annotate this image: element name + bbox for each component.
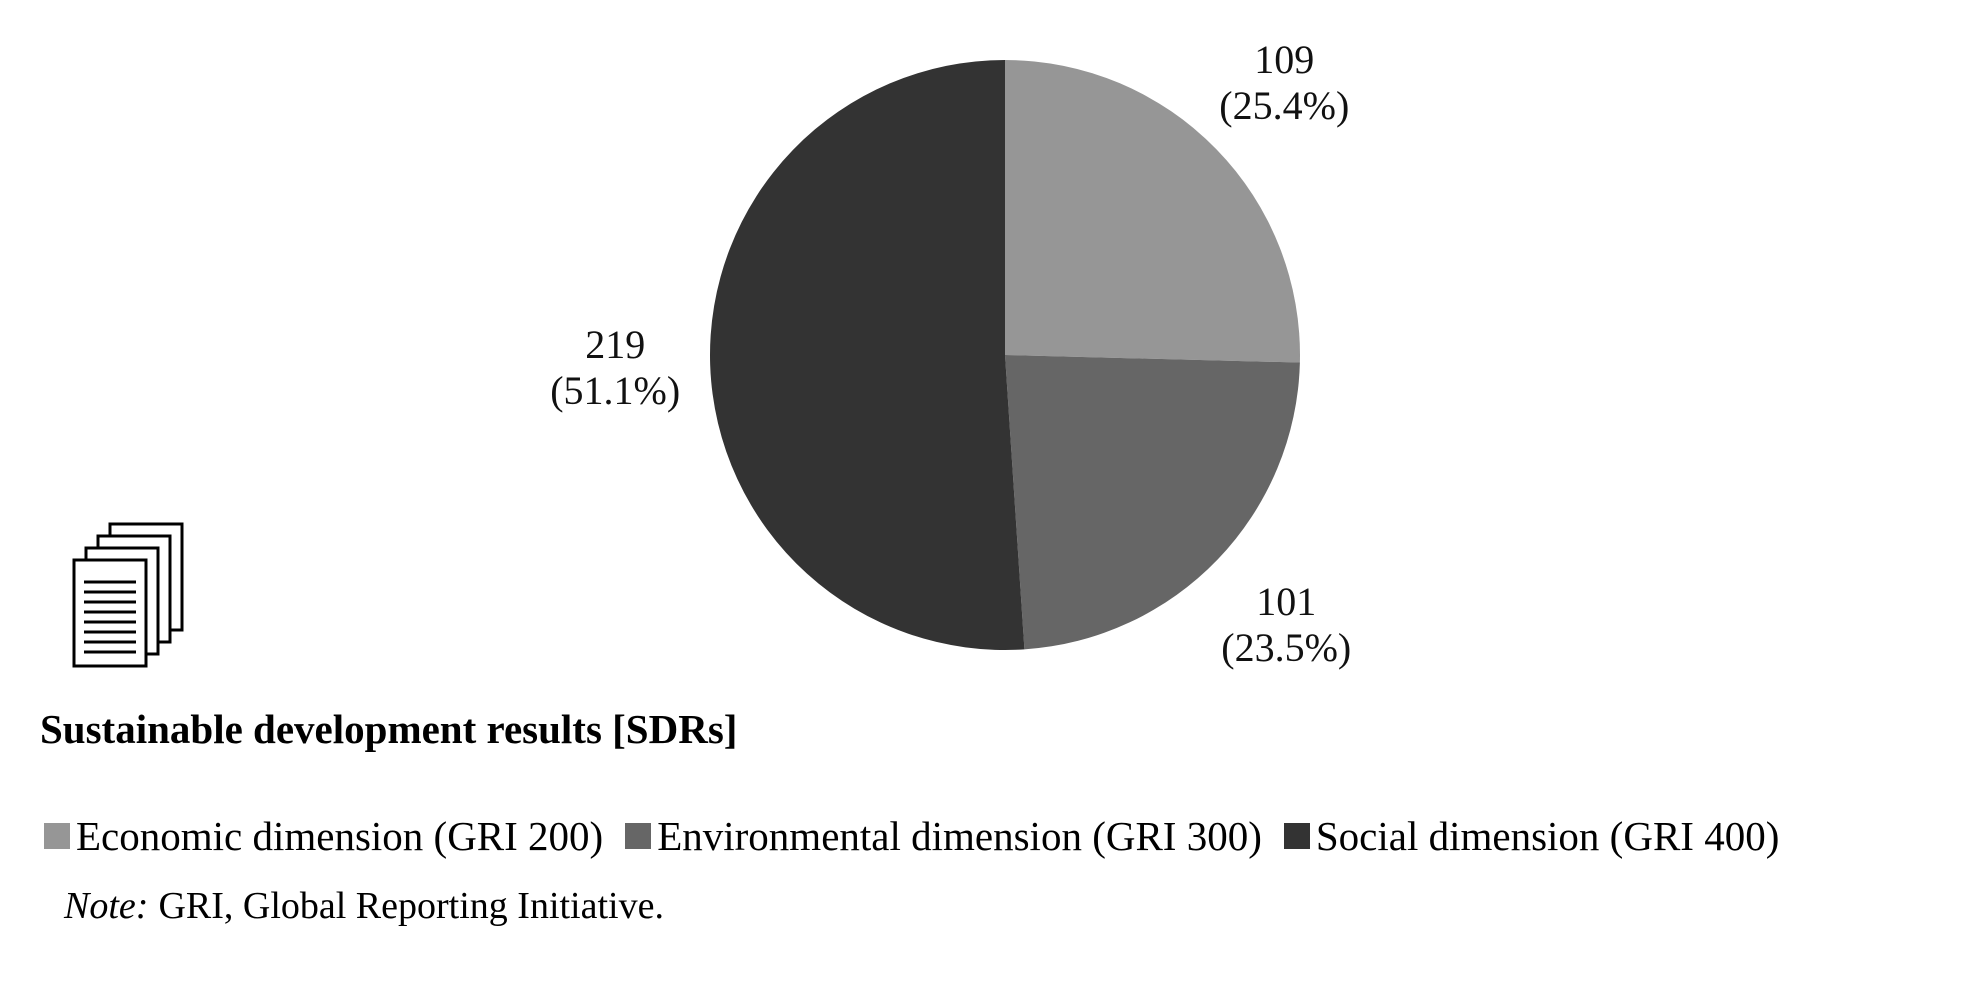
legend-label-environmental: Environmental dimension (GRI 300) [657, 813, 1262, 859]
chart-legend: Economic dimension (GRI 200) Environment… [44, 812, 1779, 860]
slice-percent-label-economic: (25.4%) [1219, 83, 1349, 128]
pie-slices [709, 60, 1300, 650]
note-label: Note: [64, 885, 149, 927]
legend-swatch-economic [44, 823, 70, 849]
legend-swatch-social [1283, 823, 1310, 849]
legend-label-social: Social dimension (GRI 400) [1315, 813, 1780, 859]
pie-slice-economic [1005, 60, 1300, 363]
legend-item-social: Social dimension (GRI 400) [1283, 812, 1780, 860]
pie-slice-social [709, 60, 1025, 650]
slice-value-label-environmental: 101 [1256, 579, 1316, 624]
slice-value-label-social: 219 [585, 322, 645, 367]
pie-slice-environmental [1005, 355, 1300, 650]
pie-chart: 109(25.4%) 101(23.5%) 219(51.1%) [550, 37, 1351, 670]
slice-percent-label-environmental: (23.5%) [1221, 625, 1351, 670]
legend-item-environmental: Environmental dimension (GRI 300) [625, 812, 1262, 860]
legend-label-economic: Economic dimension (GRI 200) [76, 813, 604, 859]
legend-item-economic: Economic dimension (GRI 200) [44, 812, 603, 860]
slice-percent-label-social: (51.1%) [550, 368, 680, 413]
pie-data-labels: 109(25.4%) 101(23.5%) 219(51.1%) [550, 37, 1351, 670]
chart-title: Sustainable development results [SDRs] [40, 706, 738, 752]
footnote: Note: GRI, Global Reporting Initiative. [64, 884, 664, 928]
slice-value-label-economic: 109 [1254, 37, 1314, 82]
note-text: GRI, Global Reporting Initiative. [158, 885, 664, 927]
documents-stack-icon [72, 522, 184, 668]
legend-swatch-environmental [625, 823, 652, 849]
